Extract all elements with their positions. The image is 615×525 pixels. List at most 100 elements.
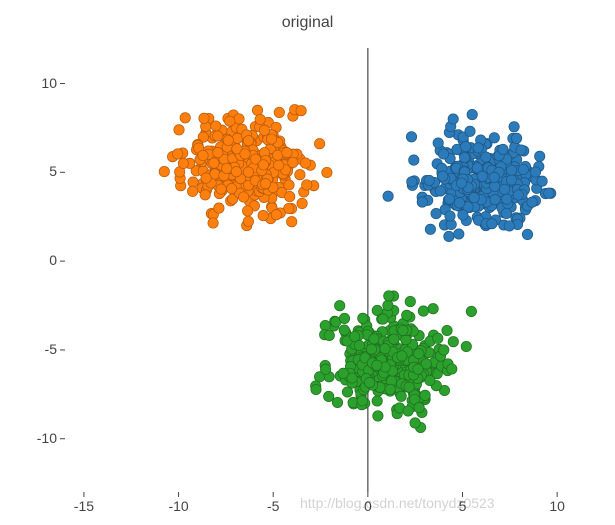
y-tick-label: 5 <box>49 163 57 179</box>
data-point <box>435 186 445 196</box>
scatter-chart: original -15-10-50510 -10-50510 http://b… <box>0 0 615 525</box>
data-point <box>208 218 218 228</box>
data-point <box>274 107 284 117</box>
data-point <box>402 310 412 320</box>
data-point <box>225 116 235 126</box>
data-point <box>199 113 209 123</box>
data-point <box>324 391 334 401</box>
data-point <box>442 325 452 335</box>
data-point <box>466 306 476 316</box>
data-point <box>490 195 500 205</box>
x-tick-label: -5 <box>261 498 285 514</box>
data-point <box>424 175 434 185</box>
data-point <box>425 224 435 234</box>
data-point <box>511 133 521 143</box>
data-point <box>372 360 382 370</box>
data-point <box>238 192 248 202</box>
data-point <box>364 377 374 387</box>
data-point <box>335 301 345 311</box>
data-point <box>287 217 297 227</box>
data-point <box>173 149 183 159</box>
data-point <box>438 171 448 181</box>
data-point <box>354 340 364 350</box>
data-point <box>159 166 169 176</box>
data-point <box>288 157 298 167</box>
data-point <box>216 184 226 194</box>
data-point <box>498 144 508 154</box>
data-point <box>266 134 276 144</box>
data-point <box>223 135 233 145</box>
data-point <box>433 333 443 343</box>
data-point <box>174 125 184 135</box>
data-point <box>349 331 359 341</box>
data-point <box>516 145 526 155</box>
data-point <box>469 193 479 203</box>
data-point <box>438 149 448 159</box>
data-point <box>467 109 477 119</box>
data-point <box>200 190 210 200</box>
data-point <box>357 396 367 406</box>
data-point <box>372 396 382 406</box>
data-point <box>461 341 471 351</box>
data-point <box>222 163 232 173</box>
data-point <box>420 390 430 400</box>
cluster-orange <box>159 105 332 231</box>
data-point <box>295 170 305 180</box>
data-point <box>433 138 443 148</box>
data-point <box>404 382 414 392</box>
cluster-green <box>311 291 477 433</box>
data-point <box>187 186 197 196</box>
data-point <box>414 402 424 412</box>
data-point <box>243 136 253 146</box>
plot-area <box>0 0 615 525</box>
data-point <box>504 221 514 231</box>
data-point <box>465 126 475 136</box>
data-point <box>513 190 523 200</box>
data-point <box>407 177 417 187</box>
data-point <box>522 229 532 239</box>
x-tick-label: -10 <box>167 498 191 514</box>
data-point <box>509 122 519 132</box>
data-point <box>358 313 368 323</box>
data-point <box>481 152 491 162</box>
data-point <box>273 160 283 170</box>
data-point <box>322 167 332 177</box>
y-tick-label: -10 <box>37 430 57 446</box>
data-point <box>535 151 545 161</box>
data-point <box>198 150 208 160</box>
data-point <box>405 296 415 306</box>
data-point <box>417 197 427 207</box>
data-point <box>461 141 471 151</box>
data-point <box>240 149 250 159</box>
data-point <box>285 191 295 201</box>
data-point <box>366 344 376 354</box>
data-point <box>385 384 395 394</box>
y-tick-label: -5 <box>45 341 57 357</box>
data-point <box>439 345 449 355</box>
data-point <box>444 194 454 204</box>
data-point <box>527 197 537 207</box>
data-point <box>454 229 464 239</box>
data-point <box>383 191 393 201</box>
cluster-blue <box>383 109 556 241</box>
data-point <box>243 216 253 226</box>
data-point <box>537 176 547 186</box>
data-point <box>428 304 438 314</box>
y-tick-label: 0 <box>49 252 57 268</box>
data-point <box>397 351 407 361</box>
data-point <box>201 173 211 183</box>
data-point <box>378 314 388 324</box>
data-point <box>477 171 487 181</box>
data-point <box>501 208 511 218</box>
data-point <box>530 167 540 177</box>
data-point <box>314 139 324 149</box>
data-point <box>282 148 292 158</box>
data-point <box>260 179 270 189</box>
data-point <box>489 172 499 182</box>
data-point <box>339 325 349 335</box>
data-point <box>320 320 330 330</box>
data-point <box>213 131 223 141</box>
data-point <box>414 349 424 359</box>
data-point <box>383 300 393 310</box>
data-point <box>489 133 499 143</box>
